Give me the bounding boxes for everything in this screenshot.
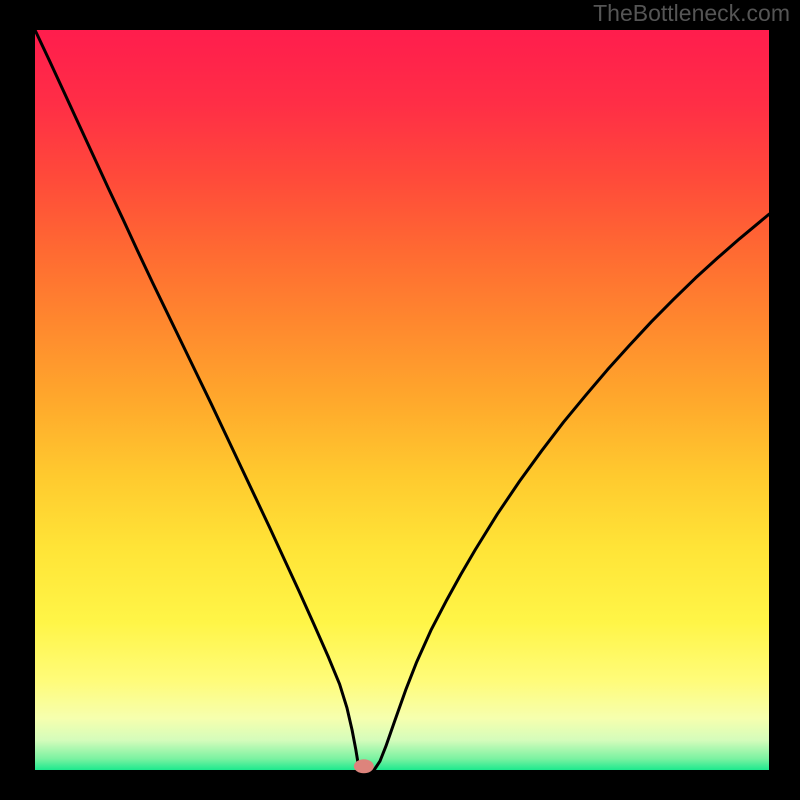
bottleneck-chart — [0, 0, 800, 800]
chart-container: TheBottleneck.com — [0, 0, 800, 800]
watermark-text: TheBottleneck.com — [593, 0, 790, 27]
minimum-marker — [354, 759, 374, 773]
plot-background — [35, 30, 769, 770]
